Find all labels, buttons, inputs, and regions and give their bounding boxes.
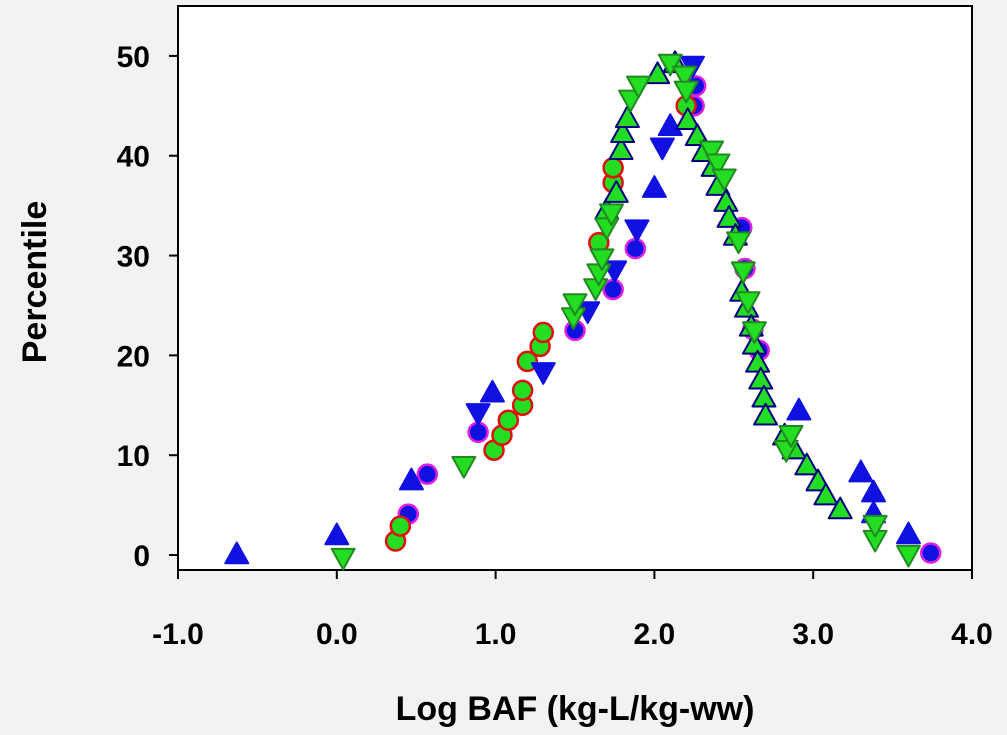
data-point (330, 547, 356, 571)
data-point (389, 515, 412, 537)
data-point (711, 168, 737, 192)
data-point (516, 350, 539, 373)
y-tick-label: 20 (117, 340, 150, 373)
data-point (614, 105, 640, 129)
data-point (624, 219, 650, 243)
data-point (530, 362, 556, 385)
series-5-triangle-down (330, 53, 921, 571)
y-tick-label: 50 (117, 41, 150, 74)
y-tick-label: 30 (117, 241, 150, 274)
data-point (610, 120, 636, 143)
data-point (511, 379, 534, 402)
data-point (626, 75, 652, 99)
x-axis: -1.0 0.0 1.0 2.0 3.0 4.0 (152, 570, 993, 651)
data-point (748, 366, 774, 390)
data-point (895, 521, 921, 545)
data-point (778, 425, 804, 448)
y-tick-label: 10 (117, 440, 150, 473)
data-point (624, 237, 647, 260)
data-point (649, 137, 675, 161)
data-point (919, 542, 942, 564)
data-point (753, 402, 779, 426)
data-point (479, 379, 505, 403)
data-points (224, 50, 942, 571)
data-point (848, 459, 874, 483)
data-point (673, 80, 699, 104)
data-point (741, 321, 767, 344)
y-tick-label: 0 (133, 540, 150, 573)
data-point (562, 293, 588, 316)
data-point (716, 205, 742, 228)
data-point (699, 140, 725, 164)
data-point (805, 468, 831, 492)
y-axis-title: Percentile (16, 201, 54, 364)
plot-area (177, 5, 973, 571)
data-point (599, 203, 625, 227)
data-point (705, 153, 731, 177)
data-point (672, 65, 698, 89)
x-tick-label: 3.0 (792, 618, 834, 651)
data-point (532, 321, 554, 344)
x-tick-label: 2.0 (634, 618, 676, 651)
data-point (465, 403, 491, 426)
data-point (794, 452, 820, 476)
data-point (618, 89, 644, 113)
data-point (451, 455, 477, 479)
x-axis-title: Log BAF (kg-L/kg-ww) (396, 690, 755, 728)
y-tick-label: 40 (117, 141, 150, 174)
data-point (726, 231, 752, 255)
data-point (416, 463, 439, 485)
x-tick-label: -1.0 (152, 618, 204, 651)
data-point (589, 248, 615, 272)
x-tick-label: 1.0 (475, 618, 517, 651)
data-point (602, 278, 624, 301)
data-point (730, 261, 756, 285)
y-axis: 0 10 20 30 40 50 (117, 41, 178, 573)
series-1-circle (384, 95, 697, 552)
data-point (675, 107, 701, 130)
data-point (657, 53, 683, 77)
data-point (827, 496, 853, 520)
data-point (602, 156, 624, 179)
data-point (603, 180, 629, 203)
data-point (786, 397, 812, 421)
x-tick-label: 0.0 (316, 618, 358, 651)
data-point (641, 175, 667, 198)
data-point (497, 409, 520, 432)
x-tick-label: 4.0 (951, 618, 993, 651)
data-point (324, 522, 350, 546)
data-point (862, 514, 888, 538)
data-point (608, 137, 634, 160)
data-point (398, 467, 424, 491)
data-point (813, 482, 839, 506)
data-point (224, 541, 250, 565)
data-point (895, 544, 921, 568)
data-point (735, 291, 761, 314)
